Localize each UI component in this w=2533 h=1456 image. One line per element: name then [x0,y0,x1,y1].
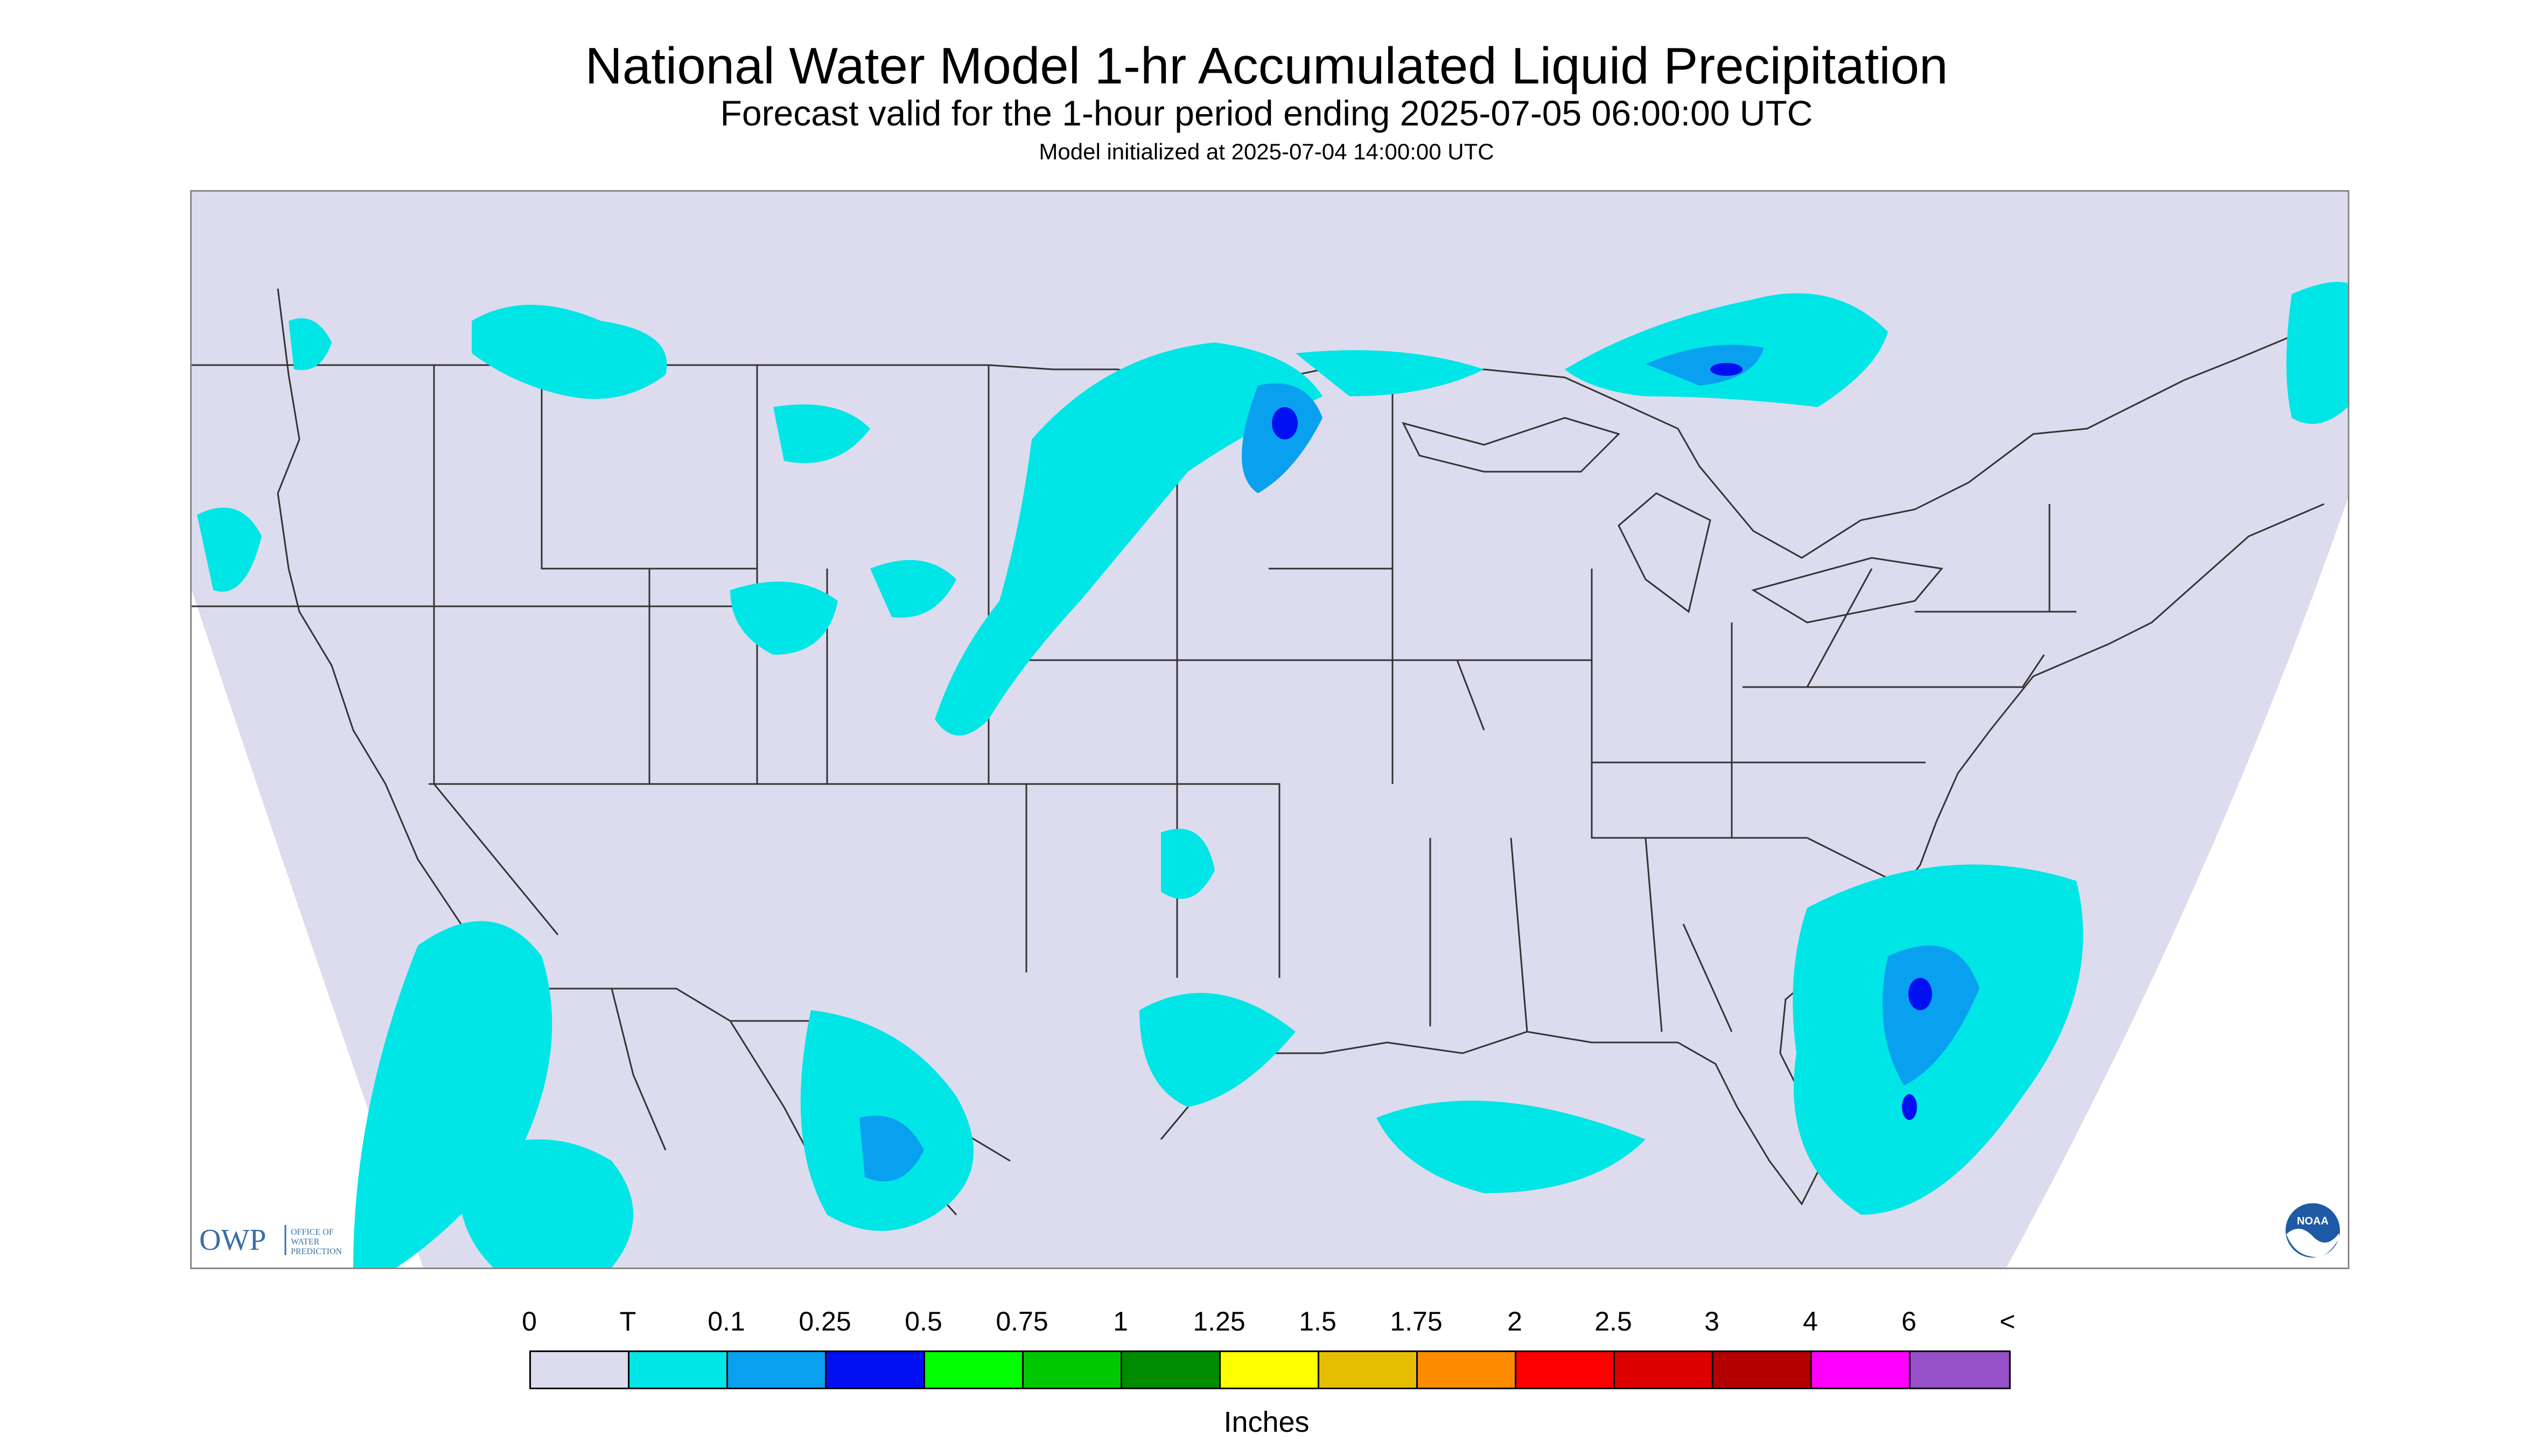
colorbar-tick-label: 1 [1113,1306,1128,1336]
colorbar-swatch [531,1352,629,1388]
precip-texas-coast [1139,993,1296,1107]
precipitation-map [190,190,2349,1269]
colorbar-swatch [1122,1352,1221,1388]
precip-new-mexico [1161,829,1215,899]
precip-gulf [1376,1101,1646,1193]
colorbar-tick-label: 2 [1507,1306,1522,1336]
pacific-coast [277,288,527,989]
colorbar-swatch [1812,1352,1911,1388]
colorbar-tick-label: 0.1 [708,1306,745,1336]
great-lakes-outlines [1402,417,1943,624]
colorbar-tick-label: 1.25 [1193,1306,1245,1336]
colorbar-swatch [1615,1352,1713,1388]
precip-pacific-baja [353,921,552,1268]
precip-minnesota [1296,350,1484,396]
state-lines-east [1592,504,2076,1032]
colorbar-swatch [629,1352,728,1388]
colorbar-swatch [1713,1352,1812,1388]
owp-logo-graphic: OWP OFFICE OF WATER PREDICTION [199,1223,342,1257]
precip-moderate [1272,363,1932,1120]
colorbar-tick-label: 0.75 [996,1306,1048,1336]
precip-cell-ontario [1710,363,1743,376]
owp-logo: OWP OFFICE OF WATER PREDICTION [199,1220,372,1263]
colorbar-tick-label: 6 [1901,1306,1916,1336]
precip-nebraska [730,582,838,655]
precip-south-texas-core [859,1116,924,1182]
colorbar-units: Inches [1223,1406,1310,1438]
state-lines-central [988,365,1807,1032]
precip-southeast-core [1883,946,1979,1086]
precip-ontario-core [1646,345,1764,386]
precip-quebec [2286,282,2348,424]
owp-logo-line-1: OFFICE OF [291,1228,334,1237]
colorbar-swatch [1418,1352,1516,1388]
colorbar [529,1350,2011,1389]
out-of-domain-west [192,590,423,1268]
colorbar-swatch [925,1352,1024,1388]
colorbar-tick-label: < [1999,1306,2016,1336]
precip-kansas [870,560,956,618]
precip-wyoming [773,404,870,463]
colorbar-tick-label: 0 [522,1306,537,1336]
colorbar-swatch [1221,1352,1319,1388]
colorbar-swatch [1516,1352,1615,1388]
colorbar-tick-label: 1.5 [1299,1306,1337,1336]
out-of-domain-east [2006,499,2348,1268]
map-subtitle: Forecast valid for the 1-hour period end… [720,93,1813,133]
model-init-line: Model initialized at 2025-07-04 14:00:00… [1039,139,1494,164]
precip-cell-florida-offshore [1902,1094,1917,1120]
colorbar-swatch [728,1352,827,1388]
precip-pacific-swirl [459,1139,633,1268]
noaa-logo-mark: NOAA [2297,1215,2329,1227]
owp-logo-mark: OWP [199,1223,266,1257]
colorbar-swatch [1319,1352,1418,1388]
boundaries [192,288,2348,1216]
precip-montana [472,305,667,399]
precip-oregon-coast [197,507,262,592]
precip-dakotas-band [935,342,1323,736]
precip-cell-southeast [1908,978,1932,1010]
colorbar-tick-label: 4 [1803,1306,1818,1336]
noaa-logo: NOAA [2283,1201,2342,1260]
owp-logo-line-3: PREDICTION [291,1247,342,1256]
owp-logo-line-2: WATER [291,1237,320,1247]
colorbar-swatch [827,1352,925,1388]
colorbar-swatch [1911,1352,2009,1388]
precip-idaho [289,318,332,370]
map-canvas [192,192,2348,1268]
colorbar-tick-label: 0.5 [905,1306,942,1336]
colorbar-tick-label: 3 [1704,1306,1719,1336]
precip-cell-minnesota [1272,407,1298,439]
colorbar-tick-label: 1.75 [1390,1306,1443,1336]
noaa-logo-graphic: NOAA [2284,1201,2342,1259]
mexico-states [611,988,957,1216]
map-title: National Water Model 1-hr Accumulated Li… [585,37,1948,95]
colorbar-swatch [1024,1352,1122,1388]
colorbar-tick-label: 2.5 [1594,1306,1632,1336]
colorbar-tick-label: 0.25 [799,1306,851,1336]
colorbar-tick-label: T [619,1306,636,1336]
